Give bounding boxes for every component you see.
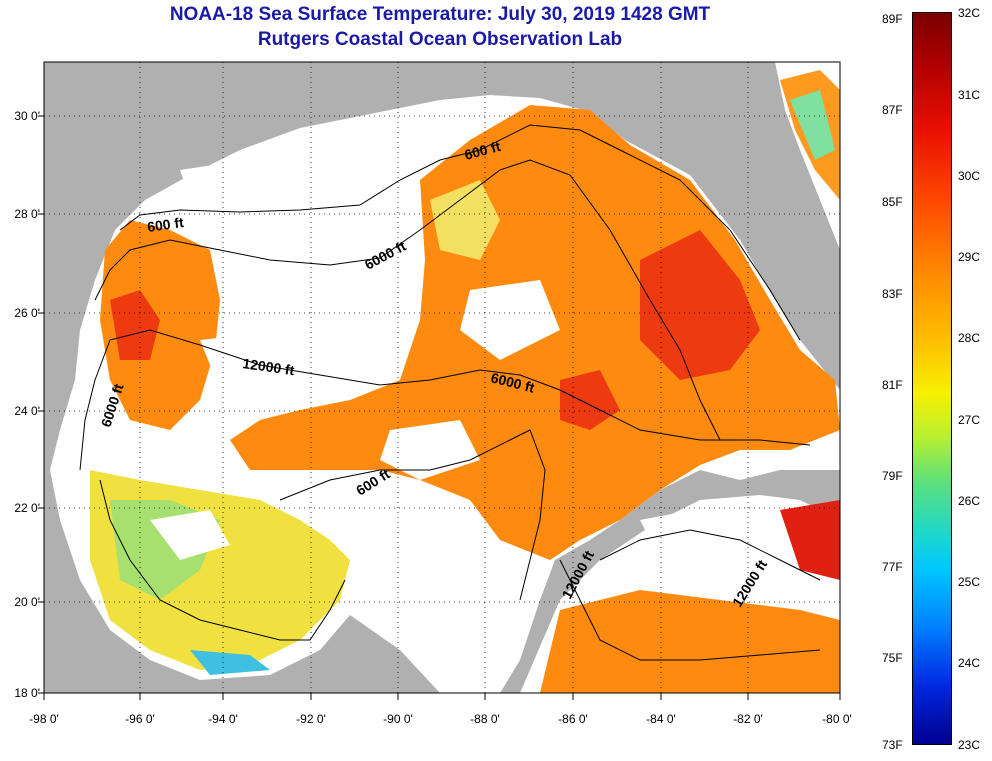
- colorbar-f-label: 75F: [882, 651, 903, 665]
- colorbar-c-label: 31C: [958, 88, 981, 102]
- lon-label: -98 0': [29, 712, 59, 726]
- sst-hot-2: [110, 290, 160, 360]
- colorbar-f-label: 73F: [882, 738, 903, 752]
- lat-label: 26 0': [14, 306, 40, 320]
- colorbar-c-label: 25C: [958, 575, 981, 589]
- graticule: [44, 62, 840, 693]
- colorbar-c-label: 26C: [958, 494, 981, 508]
- bathymetry-contours: [79, 124, 821, 661]
- lon-label: -82 0': [733, 712, 763, 726]
- lon-label: -94 0': [208, 712, 238, 726]
- colorbar-f-label: 87F: [882, 103, 903, 117]
- cloud-streak-3: [460, 280, 560, 360]
- contour-label: 12000 ft: [242, 355, 296, 378]
- colorbar-c-label: 28C: [958, 331, 981, 345]
- colorbar-c-label: 24C: [958, 656, 981, 670]
- cloud-streak-1: [180, 140, 420, 260]
- lat-label: 24 0': [14, 404, 40, 418]
- temperature-colorbar: [912, 12, 952, 745]
- sst-hot-1: [640, 230, 760, 380]
- axis-ticks: [38, 115, 841, 700]
- colorbar-c-label: 23C: [958, 738, 981, 752]
- lon-label: -84 0': [646, 712, 676, 726]
- colorbar-f-label: 79F: [882, 469, 903, 483]
- lat-label: 22 0': [14, 501, 40, 515]
- sst-cold-bay: [190, 650, 270, 675]
- colorbar-c-label: 32C: [958, 6, 981, 20]
- colorbar-c-label: 27C: [958, 413, 981, 427]
- lon-label: -90 0': [383, 712, 413, 726]
- colorbar-f-label: 81F: [882, 378, 903, 392]
- lon-label: -88 0': [470, 712, 500, 726]
- lat-label: 20 0': [14, 595, 40, 609]
- lat-label: 18 0': [14, 686, 40, 700]
- cloud-streak-4: [380, 420, 480, 480]
- lat-label: 30 0': [14, 109, 40, 123]
- map-title: NOAA-18 Sea Surface Temperature: July 30…: [169, 4, 711, 25]
- lat-label: 28 0': [14, 207, 40, 221]
- sst-warm-caribbean: [540, 590, 840, 693]
- sst-hot-cuba: [780, 500, 840, 580]
- lon-label: -86 0': [558, 712, 588, 726]
- lon-label: -92 0': [296, 712, 326, 726]
- colorbar-f-label: 83F: [882, 287, 903, 301]
- colorbar-c-label: 30C: [958, 169, 981, 183]
- sst-cold-florida: [790, 90, 835, 160]
- contour-label: 600 ft: [146, 214, 185, 235]
- map-frame: [43, 61, 841, 694]
- colorbar-f-label: 85F: [882, 195, 903, 209]
- cloud-streak-6: [150, 510, 230, 560]
- lon-label: -80 0': [822, 712, 852, 726]
- lon-label: -96 0': [125, 712, 155, 726]
- colorbar-f-label: 89F: [882, 12, 903, 26]
- colorbar-f-label: 77F: [882, 560, 903, 574]
- sst-warm-west: [100, 220, 220, 430]
- sst-cool-north: [430, 180, 500, 260]
- colorbar-c-label: 29C: [958, 250, 981, 264]
- map-subtitle: Rutgers Coastal Ocean Observation Lab: [257, 29, 623, 50]
- sst-hot-3: [560, 370, 620, 430]
